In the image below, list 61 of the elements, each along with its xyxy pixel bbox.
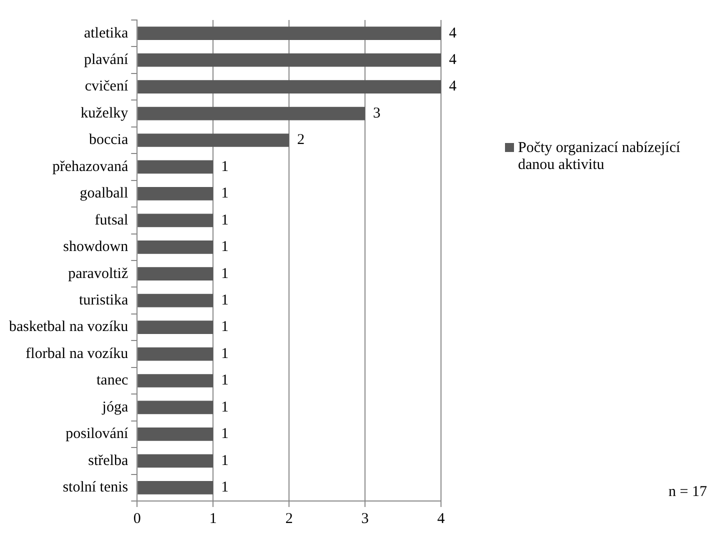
bar (138, 480, 214, 494)
bar (138, 134, 290, 147)
y-tick-label: showdown (63, 239, 129, 256)
data-label: 1 (221, 186, 229, 202)
data-label: 1 (221, 372, 229, 389)
data-label: 1 (221, 239, 229, 256)
bar (138, 240, 214, 254)
y-tick-label: kuželky (80, 105, 129, 122)
text: n = 17 (668, 484, 707, 501)
bar (138, 267, 214, 281)
data-label: 1 (221, 292, 229, 309)
y-tick-label: florbal na vozíku (26, 346, 129, 362)
bar (138, 53, 441, 67)
data-label: 1 (221, 346, 229, 362)
y-tick-label: basketbal na vozíku (8, 319, 129, 336)
x-tick-label: 0 (133, 510, 141, 527)
y-tick-label: plavání (84, 52, 129, 68)
y-tick-label: jóga (101, 399, 128, 416)
data-label: 1 (221, 426, 229, 442)
data-label: 1 (221, 452, 229, 469)
legend-label: Počty organizací nabízející danou aktivitu (518, 140, 682, 173)
data-label: 2 (297, 132, 305, 148)
y-tick-label: tanec (96, 372, 128, 389)
bar (138, 320, 214, 334)
bar (138, 400, 214, 414)
data-label: 1 (221, 212, 229, 228)
data-label: 1 (221, 399, 229, 416)
data-label: 1 (221, 480, 229, 496)
data-label: 1 (221, 158, 229, 175)
bar (138, 347, 214, 361)
bar (138, 187, 214, 200)
y-tick-label: turistika (78, 292, 128, 309)
data-label: 1 (221, 266, 229, 282)
bar (138, 428, 214, 441)
y-tick-label: boccia (88, 132, 128, 148)
bar (138, 214, 214, 228)
y-tick-label: goalball (80, 186, 128, 202)
y-tick-label: střelba (88, 452, 128, 469)
x-tick-label: 3 (361, 510, 369, 527)
x-tick-label: 1 (209, 510, 217, 527)
y-tick-label: atletika (84, 25, 128, 42)
x-tick-label: 4 (437, 510, 446, 527)
bar (138, 80, 441, 94)
y-tick-label: cvičení (84, 78, 129, 95)
bar (138, 374, 214, 388)
data-label: 4 (449, 25, 457, 42)
y-tick-label: přehazovaná (52, 158, 128, 175)
y-tick-label: futsal (94, 212, 128, 228)
x-tick-label: 2 (285, 510, 293, 527)
data-label: 3 (373, 105, 381, 122)
data-label: 1 (221, 319, 229, 336)
y-tick-label: stolní tenis (62, 480, 128, 496)
y-tick-label: paravoltiž (68, 266, 128, 282)
data-label: 4 (449, 52, 457, 68)
bar (138, 160, 214, 174)
bar (138, 454, 214, 468)
bar (138, 106, 366, 120)
bar (138, 26, 441, 40)
data-label: 4 (449, 78, 457, 95)
y-tick-label: posilování (66, 426, 129, 442)
bar (138, 294, 214, 308)
